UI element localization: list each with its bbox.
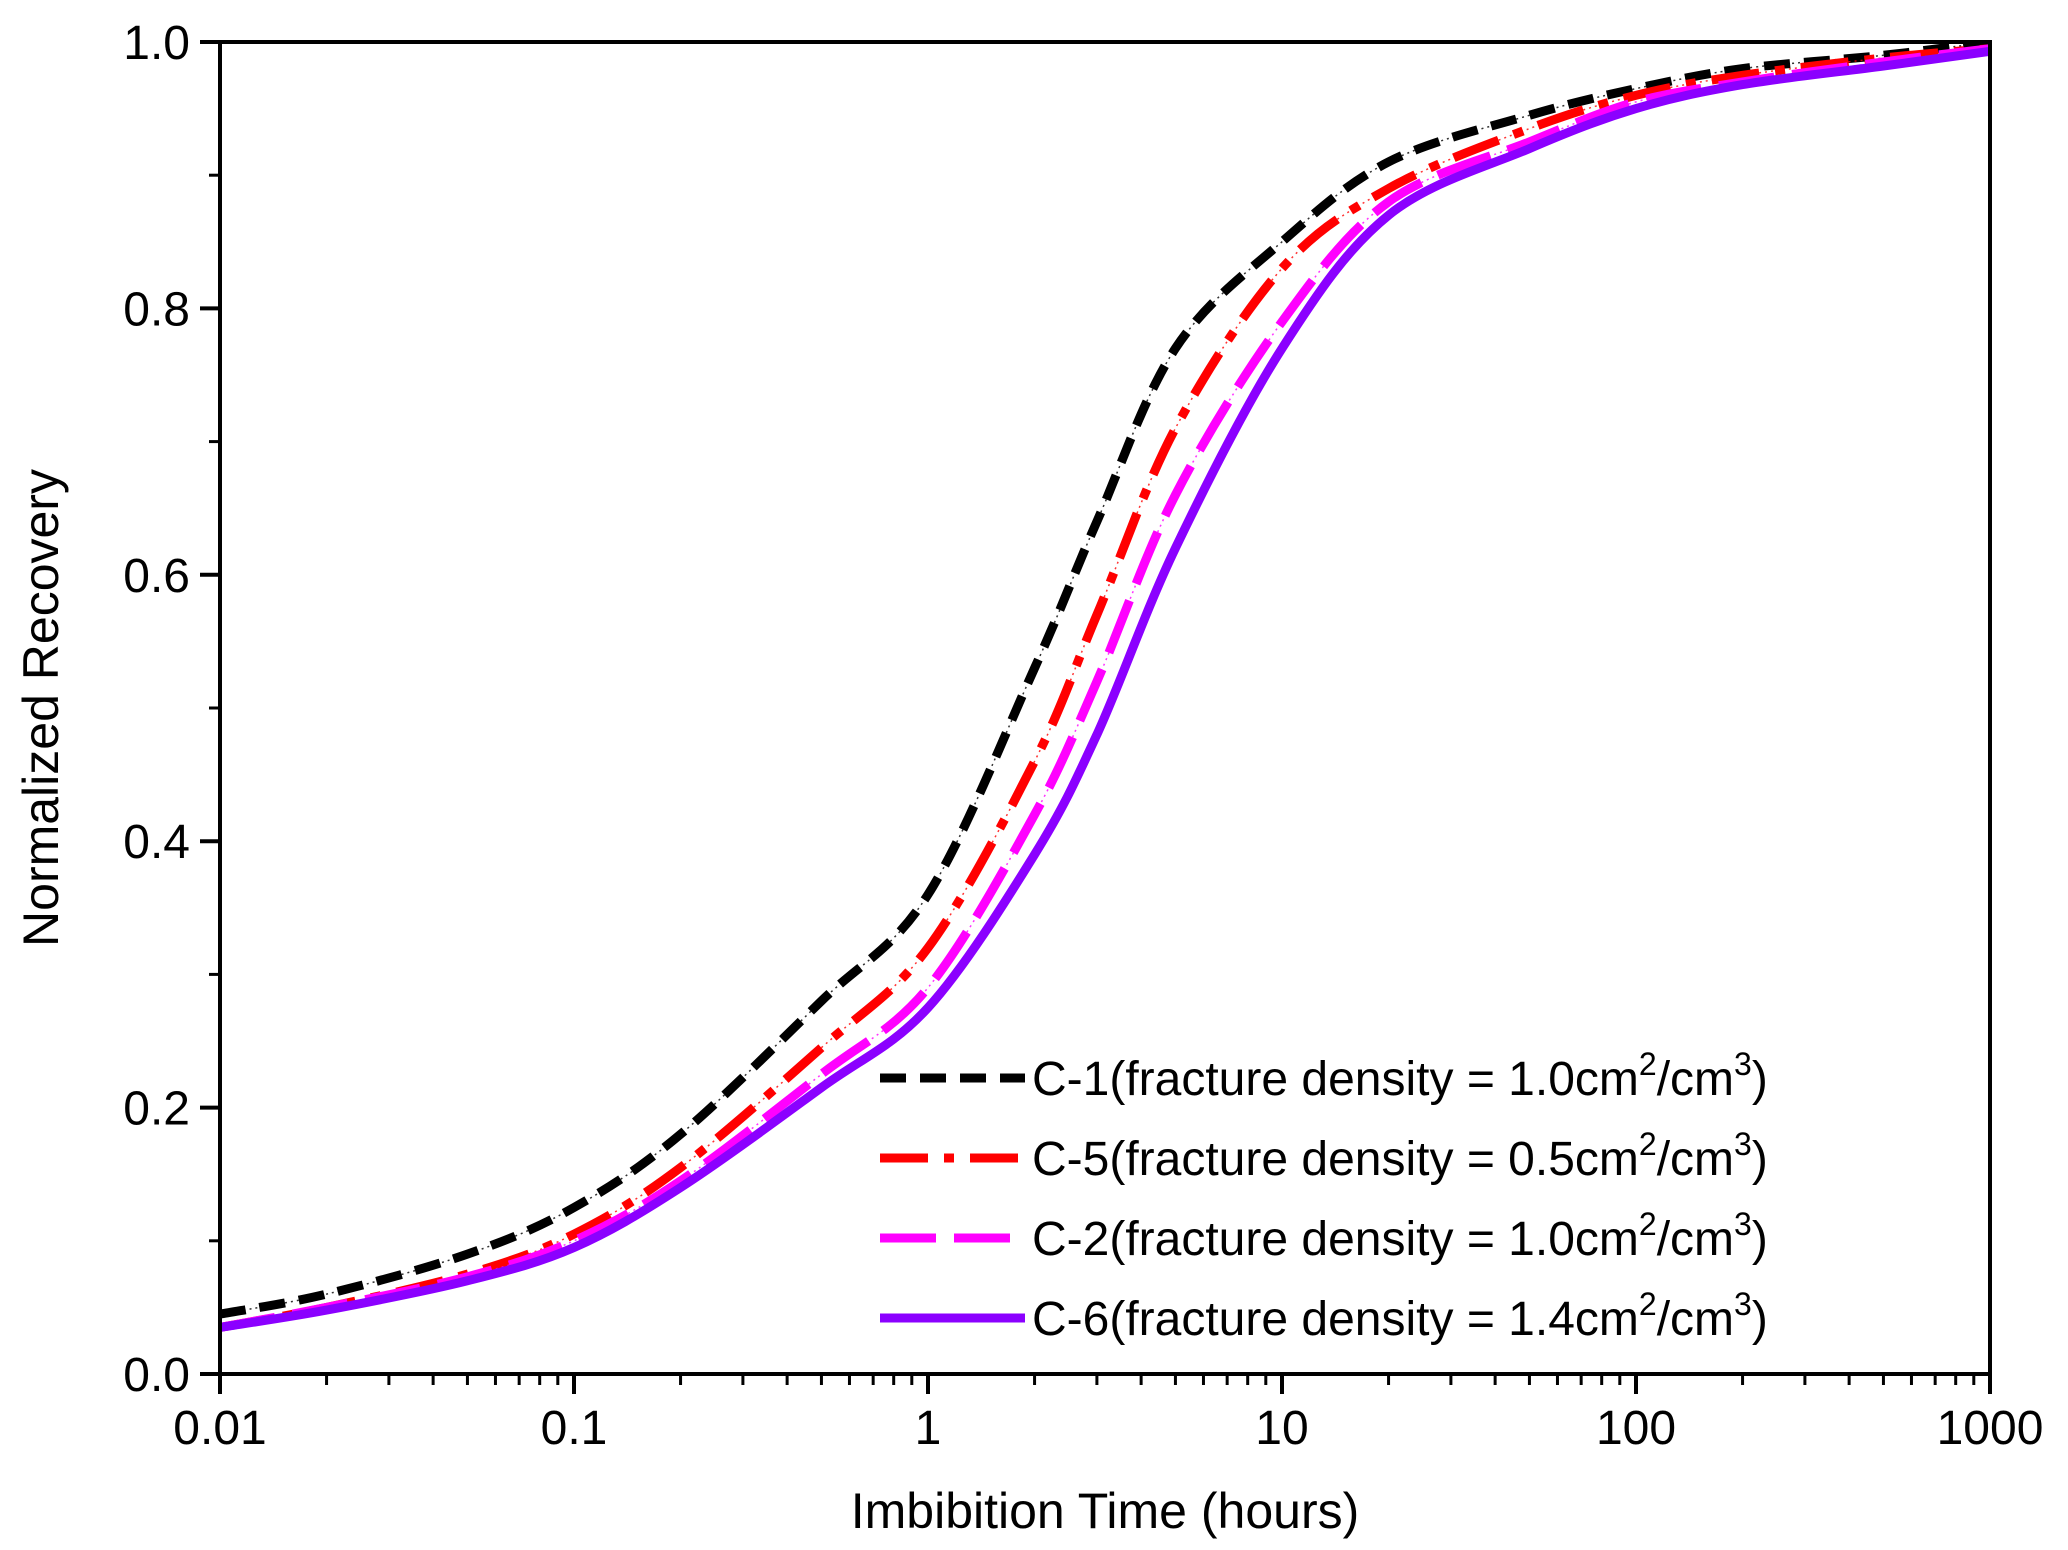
series-c-5-trace — [220, 47, 1990, 1329]
legend-label-c-5: C-5(fracture density = 0.5cm2/cm3) — [1032, 1126, 1768, 1186]
legend-label-c-2: C-2(fracture density = 1.0cm2/cm3) — [1032, 1206, 1768, 1266]
x-tick-label: 0.1 — [541, 1402, 608, 1455]
legend-text-part: ) — [1752, 1133, 1768, 1186]
legend: C-1(fracture density = 1.0cm2/cm3)C-5(fr… — [880, 1046, 1768, 1346]
y-tick-label: 0.6 — [123, 550, 190, 603]
series-c-1-trace — [220, 42, 1990, 1315]
legend-superscript: 2 — [1639, 1286, 1657, 1322]
x-tick-label: 1 — [915, 1402, 942, 1455]
legend-text-part: /cm — [1657, 1133, 1734, 1186]
x-tick-label: 0.01 — [173, 1402, 266, 1455]
legend-superscript: 3 — [1734, 1206, 1752, 1242]
legend-text-part: /cm — [1657, 1053, 1734, 1106]
legend-text-part: C-6(fracture density = 1.4cm — [1032, 1293, 1639, 1346]
x-tick-label: 100 — [1596, 1402, 1676, 1455]
legend-text-part: C-5(fracture density = 0.5cm — [1032, 1133, 1639, 1186]
series-group — [220, 42, 1990, 1332]
legend-superscript: 2 — [1639, 1206, 1657, 1242]
axes-group: 0.01 0.1 1 10 100 1000 0.0 0.2 0.4 0.6 0.8 1.0 Imbib… — [13, 17, 2043, 1539]
legend-superscript: 3 — [1734, 1286, 1752, 1322]
x-tick-label: 10 — [1255, 1402, 1308, 1455]
y-tick-label: 0.8 — [123, 283, 190, 336]
legend-text-part: C-2(fracture density = 1.0cm — [1032, 1213, 1639, 1266]
series-c-2-line — [220, 44, 1990, 1332]
legend-text-part: ) — [1752, 1053, 1768, 1106]
series-c-5-line — [220, 44, 1990, 1332]
legend-superscript: 3 — [1734, 1046, 1752, 1082]
legend-text-part: C-1(fracture density = 1.0cm — [1032, 1053, 1639, 1106]
x-axis-title: Imbibition Time (hours) — [851, 1483, 1360, 1539]
series-c-6-line — [220, 46, 1990, 1332]
y-axis-title: Normalized Recovery — [13, 469, 69, 947]
legend-label-c-1: C-1(fracture density = 1.0cm2/cm3) — [1032, 1046, 1768, 1106]
legend-text-part: ) — [1752, 1293, 1768, 1346]
legend-text-part: ) — [1752, 1213, 1768, 1266]
legend-text-part: /cm — [1657, 1293, 1734, 1346]
y-tick-label: 0.4 — [123, 816, 190, 869]
legend-label-c-6: C-6(fracture density = 1.4cm2/cm3) — [1032, 1286, 1768, 1346]
legend-superscript: 2 — [1639, 1046, 1657, 1082]
y-tick-label: 0.0 — [123, 1349, 190, 1402]
y-tick-label: 1.0 — [123, 17, 190, 70]
legend-superscript: 3 — [1734, 1126, 1752, 1162]
legend-superscript: 2 — [1639, 1126, 1657, 1162]
y-tick-label: 0.2 — [123, 1083, 190, 1136]
legend-text-part: /cm — [1657, 1213, 1734, 1266]
x-tick-label: 1000 — [1937, 1402, 2044, 1455]
